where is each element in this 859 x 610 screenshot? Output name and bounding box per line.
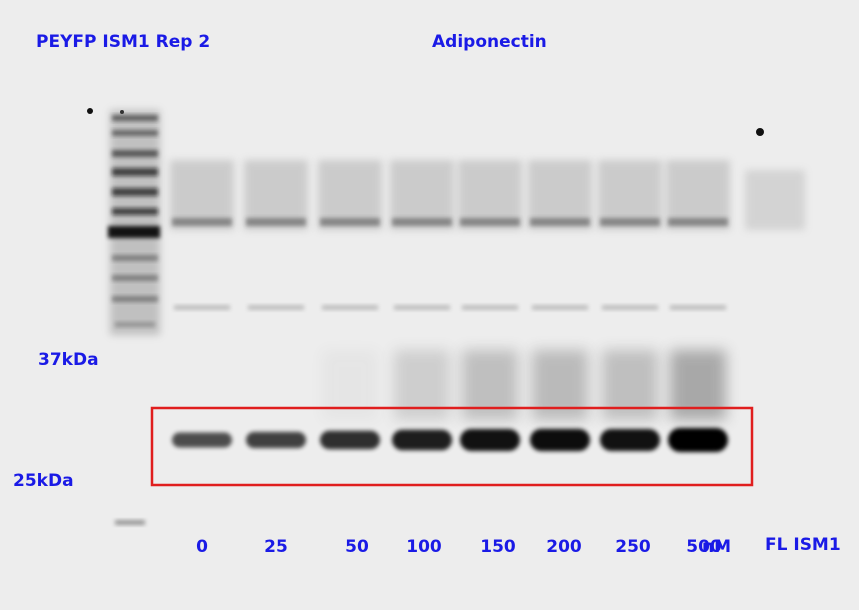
high-mw-smear (394, 350, 450, 420)
adiponectin-band (392, 429, 452, 451)
adiponectin-band (668, 428, 728, 452)
lane-label: 250 (615, 537, 651, 557)
upper-band (172, 218, 232, 226)
band-highlight-box (150, 406, 754, 487)
mid-band (248, 305, 304, 310)
lane-label: 25 (264, 537, 288, 557)
sample-label: FL ISM1 (765, 535, 841, 555)
high-mw-smear (602, 350, 658, 420)
upper-band (246, 218, 306, 226)
upper-band (460, 218, 520, 226)
mid-band (602, 305, 658, 310)
adiponectin-band (530, 428, 590, 452)
target-protein-label: Adiponectin (432, 32, 547, 52)
lane-label: 500 (686, 537, 722, 557)
protein-ladder (87, 108, 764, 525)
lane (170, 160, 234, 448)
upper-band (668, 218, 728, 226)
lane-label: 200 (546, 537, 582, 557)
upper-band (600, 218, 660, 226)
upper-band (320, 218, 380, 226)
marker-25kda-label: 25kDa (13, 471, 74, 491)
mid-band (394, 305, 450, 310)
upper-band (392, 218, 452, 226)
lane (318, 160, 382, 450)
marker-37kda-label: 37kDa (38, 350, 99, 370)
mid-band (532, 305, 588, 310)
adiponectin-band (600, 429, 660, 451)
high-mw-smear (462, 350, 518, 420)
upper-band (530, 218, 590, 226)
lane-label: 0 (196, 537, 208, 557)
adiponectin-band (460, 429, 520, 451)
high-mw-smear (670, 350, 726, 420)
control-lane (745, 170, 805, 230)
lane (390, 160, 454, 451)
mid-band (174, 305, 230, 310)
adiponectin-band (172, 432, 232, 448)
lane-label: 100 (406, 537, 442, 557)
lane-label: 50 (345, 537, 369, 557)
mid-band (322, 305, 378, 310)
adiponectin-band (246, 431, 306, 449)
adiponectin-band (320, 430, 380, 450)
concentration-unit-label: nM (702, 537, 732, 557)
mid-band (462, 305, 518, 310)
experiment-title: PEYFP ISM1 Rep 2 (36, 32, 211, 52)
mid-band (670, 305, 726, 310)
lane-label: 150 (480, 537, 516, 557)
high-mw-smear (322, 350, 378, 420)
high-mw-smear (532, 350, 588, 420)
lane (244, 160, 308, 449)
lane (598, 160, 662, 451)
